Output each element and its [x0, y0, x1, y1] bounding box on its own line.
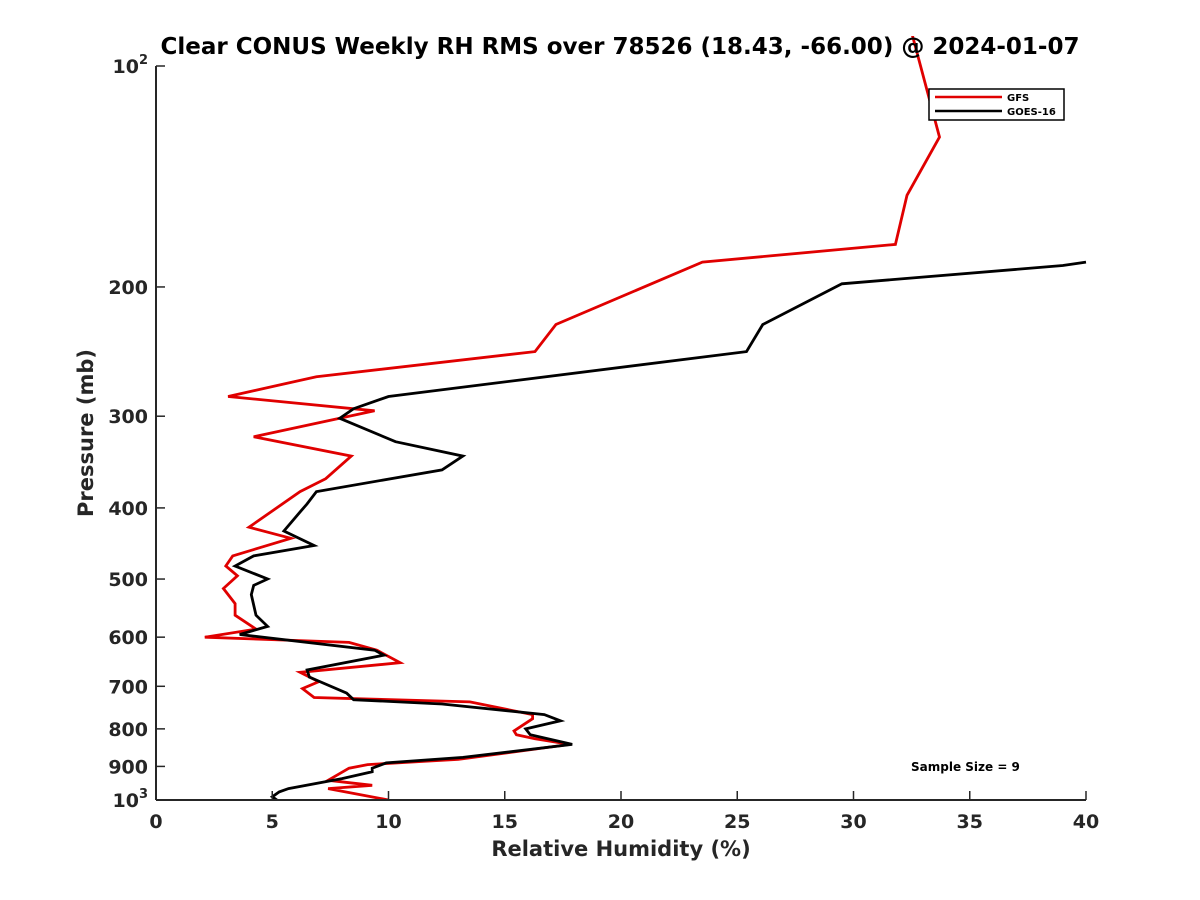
y-tick-label: 800 — [108, 719, 148, 741]
plot-area — [204, 36, 1087, 800]
y-axis-label: Pressure (mb) — [74, 349, 98, 517]
series-line-gfs — [204, 36, 941, 800]
chart-title: Clear CONUS Weekly RH RMS over 78526 (18… — [161, 34, 1080, 60]
y-tick-label: 200 — [108, 277, 148, 299]
x-tick-label: 35 — [957, 811, 983, 833]
x-tick-label: 20 — [608, 811, 634, 833]
y-tick-label: 700 — [108, 676, 148, 698]
sample-size-annotation: Sample Size = 9 — [911, 760, 1020, 774]
legend-label-goes16: GOES-16 — [1007, 107, 1056, 118]
x-tick-label: 40 — [1073, 811, 1099, 833]
y-tick-label: 103 — [113, 787, 149, 812]
legend: GFS GOES-16 — [928, 88, 1065, 121]
y-tick-label: 500 — [108, 569, 148, 591]
x-tick-label: 10 — [375, 811, 401, 833]
x-tick-label: 30 — [840, 811, 866, 833]
legend-box — [928, 88, 1065, 121]
y-axis-ticks: 102 200 300 400 500 600 700 800 900 103 — [108, 53, 165, 812]
x-tick-label: 25 — [724, 811, 750, 833]
legend-label-gfs: GFS — [1007, 93, 1029, 104]
plot-frame — [156, 66, 1086, 800]
x-tick-label: 0 — [149, 811, 162, 833]
y-tick-label: 400 — [108, 498, 148, 520]
x-tick-label: 5 — [266, 811, 279, 833]
y-tick-label: 900 — [108, 756, 148, 778]
x-axis-label: Relative Humidity (%) — [491, 837, 750, 861]
y-tick-label: 600 — [108, 627, 148, 649]
series-line-goes-16 — [231, 260, 1087, 800]
x-axis-ticks: 0 5 10 15 20 25 30 35 40 — [149, 791, 1099, 833]
x-tick-label: 15 — [492, 811, 518, 833]
y-tick-label: 300 — [108, 406, 148, 428]
y-tick-label: 102 — [113, 53, 149, 78]
